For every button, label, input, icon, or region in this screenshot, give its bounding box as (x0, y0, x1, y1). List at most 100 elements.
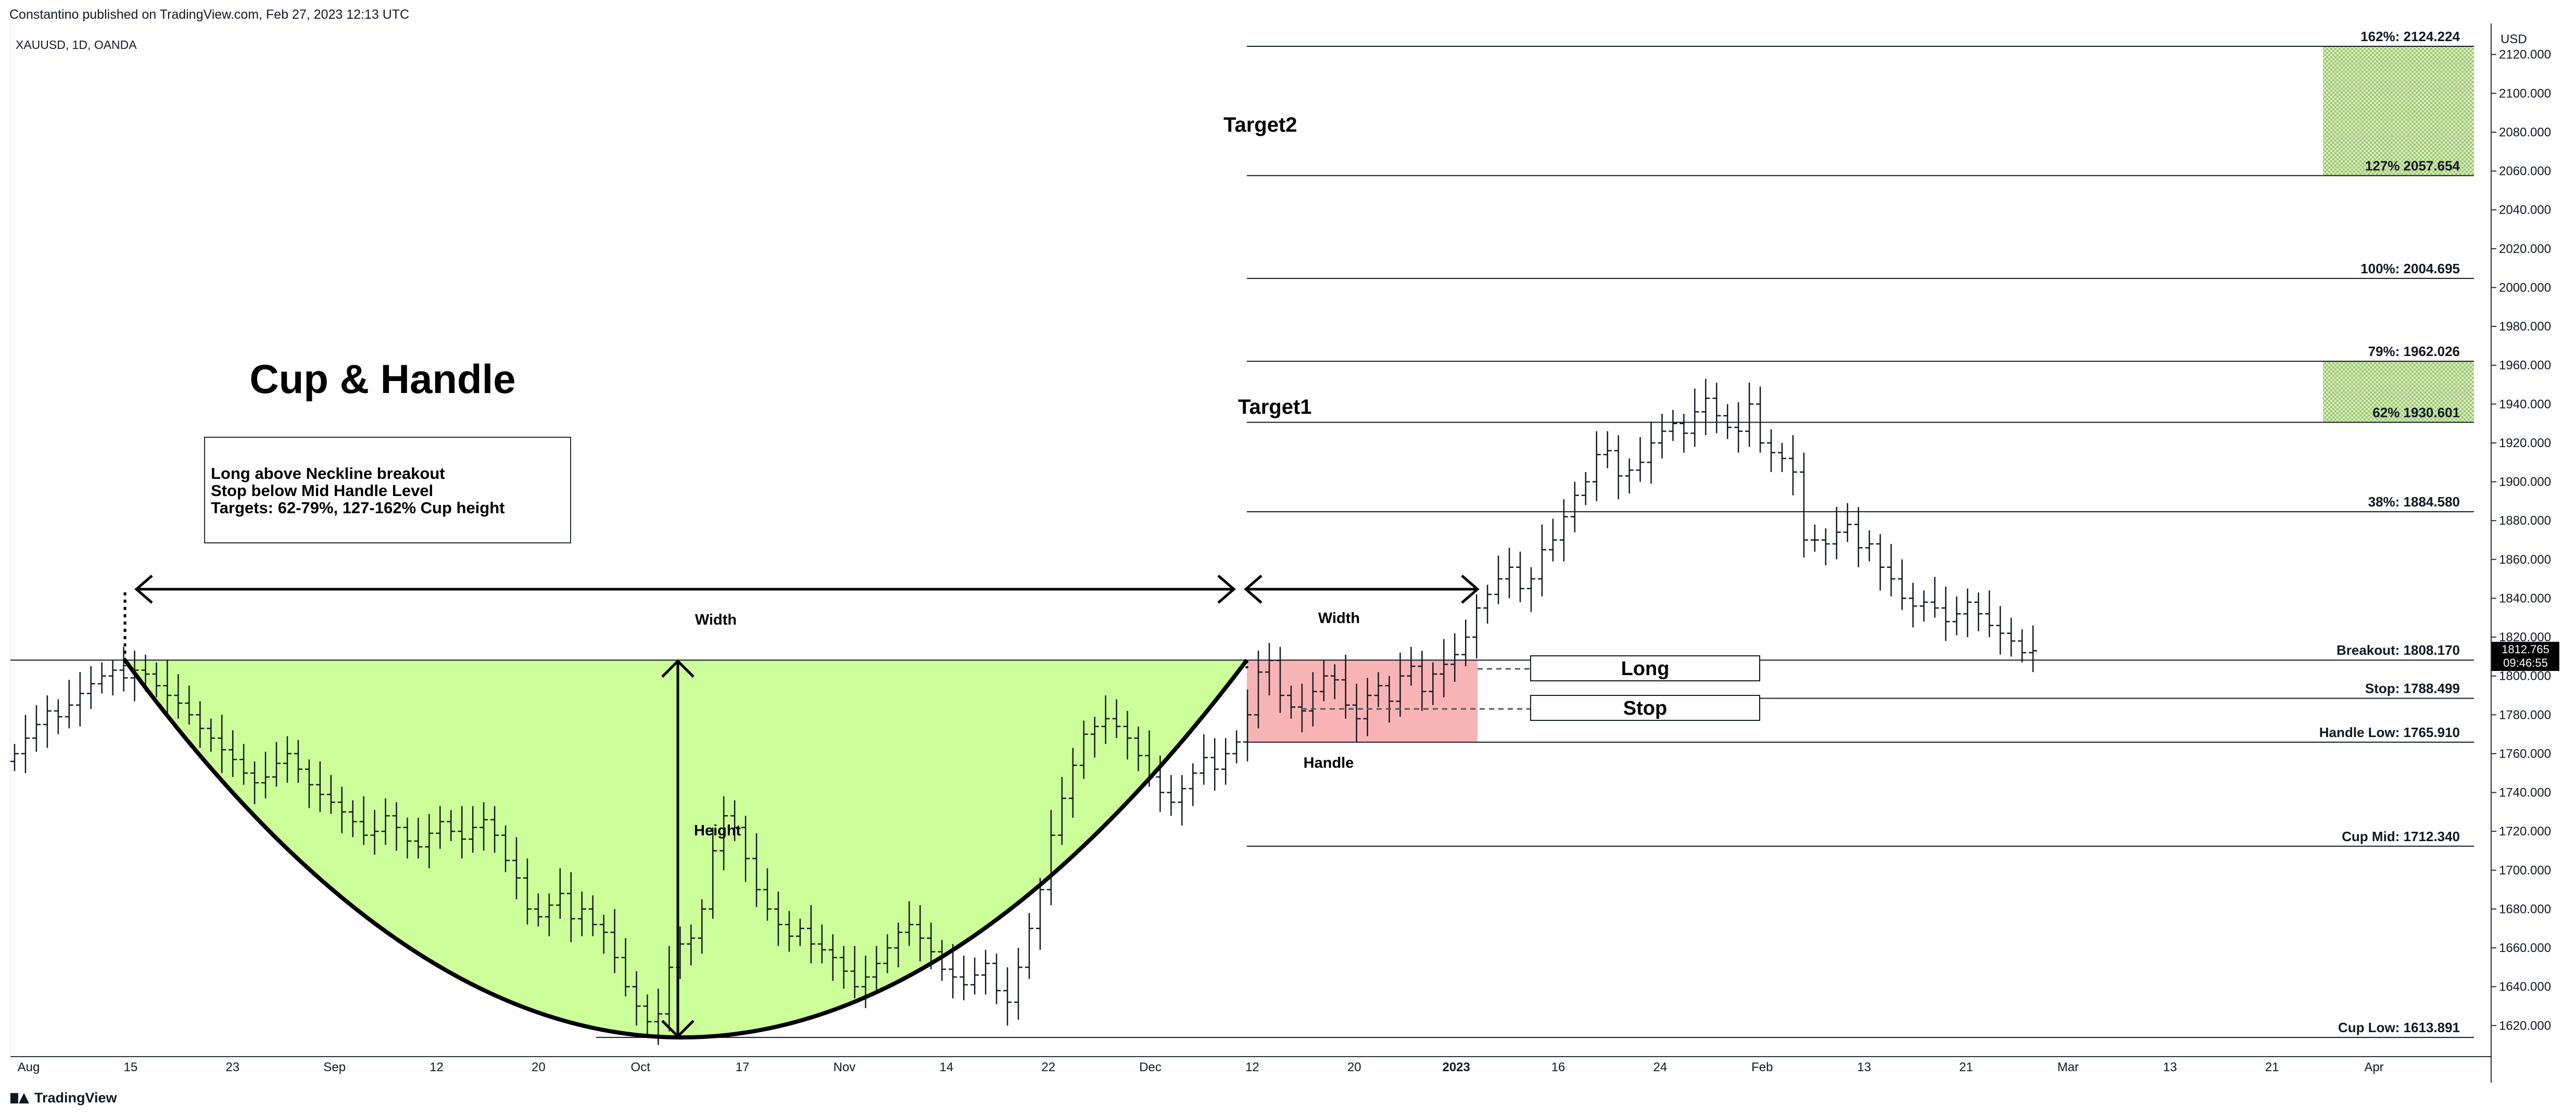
x-tick-label: 20 (1347, 1060, 1361, 1074)
x-tick-label: 12 (1245, 1060, 1259, 1074)
y-tick-label: 2020.000 (2499, 242, 2551, 256)
last-price: 1812.765 (2502, 643, 2549, 656)
long-entry-box (1530, 655, 1760, 681)
handle-width-label: Width (1318, 610, 1360, 627)
y-tick-label: 1860.000 (2499, 553, 2551, 567)
y-tick-label: 1620.000 (2499, 1019, 2551, 1033)
x-tick-label: 20 (532, 1060, 546, 1074)
x-tick-label: 24 (1653, 1060, 1668, 1074)
note-line-2: Stop below Mid Handle Level (211, 481, 433, 500)
cup-width-label: Width (695, 612, 737, 628)
x-tick-label: 21 (2265, 1060, 2279, 1074)
long-entry-label: Long (1621, 658, 1670, 680)
x-tick-label: 23 (225, 1060, 239, 1074)
y-tick-label: 1900.000 (2499, 475, 2551, 489)
price-axis[interactable]: 1620.000 1640.000 1660.000 1680.000 1700.000… (2491, 48, 2551, 1033)
y-tick-label: 1800.000 (2499, 669, 2551, 683)
x-tick-label: 21 (1959, 1060, 1973, 1074)
y-tick-label: 2120.000 (2499, 48, 2551, 62)
cup-width-arrow-right-head (1217, 575, 1236, 604)
y-tick-label: 2000.000 (2499, 281, 2551, 295)
x-tick-label: Sep (323, 1060, 346, 1074)
x-tick-label: Nov (834, 1060, 856, 1074)
y-tick-label: 1980.000 (2499, 320, 2551, 334)
y-tick-label: 1960.000 (2499, 359, 2551, 373)
tradingview-logo-icon (10, 1092, 29, 1105)
x-tick-label: 16 (1551, 1060, 1565, 1074)
y-tick-label: 1780.000 (2499, 708, 2551, 722)
y-tick-label: 1680.000 (2499, 902, 2551, 916)
cup-height-arrow-top-head (661, 659, 694, 678)
target1-label: Target1 (1238, 396, 1312, 418)
symbol-label: XAUUSD, 1D, OANDA (16, 38, 137, 52)
x-tick-label: 13 (2163, 1060, 2177, 1074)
y-tick-label: 1720.000 (2499, 824, 2551, 839)
y-tick-label: 1660.000 (2499, 941, 2551, 955)
y-tick-label: 2080.000 (2499, 125, 2551, 139)
target2-label: Target2 (1223, 113, 1297, 136)
stop-label: Stop (1623, 697, 1667, 719)
note-line-3: Targets: 62-79%, 127-162% Cup height (211, 499, 505, 517)
fib-level-label: Cup Mid: 1712.340 (2342, 829, 2460, 844)
time-axis[interactable]: Aug 15 23 Sep 12 20 Oct 17 Nov 14 22 Dec 12 20 2023 16 2… (18, 1060, 2384, 1074)
handle-width-arrow-right-head (1461, 575, 1480, 604)
x-tick-label: 12 (430, 1060, 444, 1074)
handle-zone (1247, 660, 1478, 742)
x-tick-label: Feb (1751, 1060, 1773, 1074)
y-tick-label: 2060.000 (2499, 164, 2551, 179)
x-tick-label: Apr (2364, 1060, 2383, 1074)
y-tick-label: 1760.000 (2499, 747, 2551, 761)
y-tick-label: 1940.000 (2499, 397, 2551, 411)
stop-box (1530, 695, 1760, 721)
fib-level-label: 62% 1930.601 (2372, 404, 2460, 420)
publisher-credit: Constantino published on TradingView.com… (9, 7, 410, 22)
x-tick-label: Mar (2057, 1060, 2079, 1074)
cup-curve (123, 658, 1249, 1040)
fib-level-label: Handle Low: 1765.910 (2319, 725, 2460, 740)
brand-name: TradingView (34, 1090, 117, 1106)
y-tick-label: 1840.000 (2499, 591, 2551, 605)
strategy-note-box (204, 437, 571, 543)
target1-zone (2323, 361, 2474, 423)
last-price-tag: 1812.765 09:46:55 (2492, 642, 2559, 671)
handle-width-arrow-left-head (1244, 575, 1262, 604)
bar-countdown: 09:46:55 (2503, 656, 2548, 669)
x-tick-label: Aug (18, 1060, 40, 1074)
x-tick-label: 2023 (1442, 1060, 1470, 1074)
chart-title: Cup & Handle (249, 356, 515, 402)
cup-height-arrow-bottom-head (661, 1020, 694, 1038)
currency-label: USD (2501, 32, 2527, 46)
fib-levels: 162%: 2124.224 127% 2057.654 100%: 2004.69… (10, 29, 2474, 1038)
fib-level-label: 100%: 2004.695 (2360, 261, 2460, 276)
y-tick-label: 1700.000 (2499, 864, 2551, 878)
handle-label: Handle (1304, 755, 1354, 771)
cup-height-label: Height (694, 822, 741, 839)
fib-level-label: Stop: 1788.499 (2365, 681, 2460, 696)
cup-width-arrow-left-head (134, 575, 153, 604)
x-tick-label: 22 (1041, 1060, 1055, 1074)
x-tick-label: 17 (736, 1060, 750, 1074)
y-tick-label: 1640.000 (2499, 980, 2551, 994)
y-tick-label: 1880.000 (2499, 514, 2551, 528)
x-tick-label: Dec (1139, 1060, 1161, 1074)
y-tick-label: 2100.000 (2499, 86, 2551, 100)
fib-level-label: 127% 2057.654 (2365, 158, 2460, 173)
x-tick-label: Oct (631, 1060, 651, 1074)
y-tick-label: 2040.000 (2499, 203, 2551, 217)
y-tick-label: 1920.000 (2499, 436, 2551, 450)
x-tick-label: 15 (124, 1060, 138, 1074)
note-line-1: Long above Neckline breakout (211, 464, 445, 483)
x-tick-label: 14 (939, 1060, 953, 1074)
fib-level-label: 79%: 1962.026 (2368, 344, 2460, 359)
fib-level-label: 38%: 1884.580 (2368, 494, 2460, 510)
annotations: Cup & Handle Long above Neckline breakou… (123, 113, 1760, 1038)
tradingview-logo[interactable]: TradingView (10, 1090, 117, 1106)
fib-level-label: 162%: 2124.224 (2360, 29, 2460, 44)
fib-level-label: Breakout: 1808.170 (2337, 642, 2460, 658)
y-tick-label: 1740.000 (2499, 786, 2551, 800)
target2-zone (2323, 46, 2474, 176)
fib-level-label: Cup Low: 1613.891 (2338, 1020, 2460, 1035)
price-bars (10, 378, 2037, 1045)
x-tick-label: 13 (1857, 1060, 1871, 1074)
